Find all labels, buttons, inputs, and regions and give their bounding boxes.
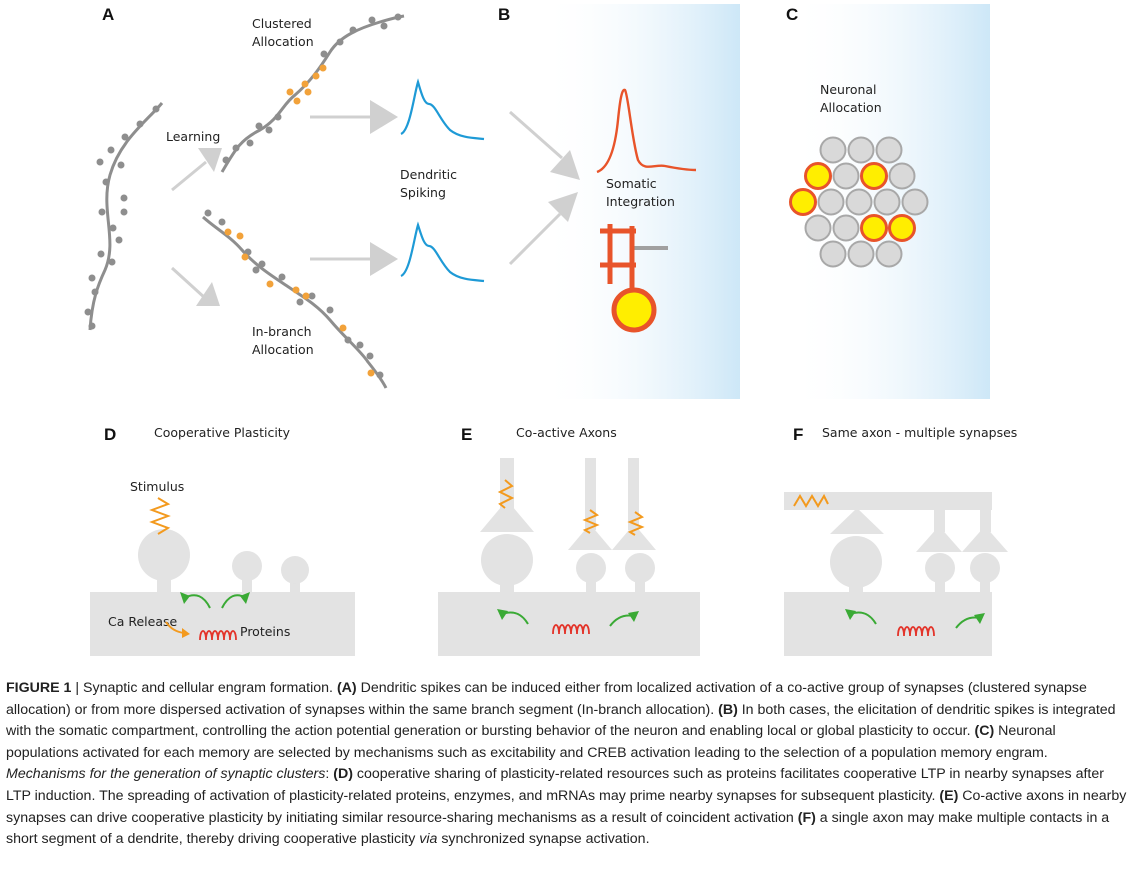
proteins-wave-d — [199, 630, 237, 641]
neuron — [888, 162, 916, 190]
soma — [611, 287, 657, 333]
dendritic-spike-trace-bottom — [400, 221, 485, 283]
proteins-wave-f — [897, 626, 935, 637]
neuron — [832, 162, 860, 190]
neuronal-allocation-line2: Allocation — [820, 100, 882, 115]
caption-mechanisms: Mechanisms for the generation of synapti… — [6, 766, 326, 783]
allocated-neuron — [860, 162, 888, 190]
allocated-neuron — [860, 214, 888, 242]
clustered-dendrite — [220, 13, 405, 173]
neuron — [819, 136, 847, 164]
green-arrowhead-f-left — [845, 609, 856, 620]
green-arrowhead-right — [240, 592, 250, 604]
inbranch-dendrite — [201, 209, 388, 389]
allocated-neuron — [804, 162, 832, 190]
stimulus-zigzag-f — [793, 493, 829, 508]
neuron-population — [789, 136, 929, 268]
allocated-neuron — [888, 214, 916, 242]
integration-arrow-bottom — [508, 192, 578, 266]
stimulus-zigzag-e3 — [627, 511, 645, 536]
neuron — [875, 136, 903, 164]
somatic-integration-line2: Integration — [606, 194, 675, 209]
caption-intro: Synaptic and cellular engram formation. — [83, 680, 337, 696]
caption-label: FIGURE 1 — [6, 680, 72, 696]
caption-end: synchronized synapse activation. — [437, 831, 650, 848]
caption-a-tag: (A) — [336, 680, 357, 696]
dendritic-spike-trace-top — [400, 78, 485, 141]
panel-e-letter: E — [461, 425, 472, 444]
proteins-label: Proteins — [240, 624, 290, 639]
figure-diagram: A Learning — [84, 4, 1017, 656]
neuron — [804, 214, 832, 242]
neuronal-allocation-line1: Neuronal — [820, 82, 877, 97]
panel-a-letter: A — [102, 5, 114, 24]
caption-d-text: cooperative sharing of plasticity-relate… — [6, 766, 1104, 804]
neuron — [901, 188, 929, 216]
caption-f-tag: (F) — [797, 809, 816, 826]
caption-d-tag: (D) — [333, 766, 353, 783]
dendritic-spiking-line2: Spiking — [400, 185, 446, 200]
green-arrowhead-e-left — [497, 609, 508, 620]
panel-f-dendrite — [784, 492, 1008, 656]
allocated-neuron — [789, 188, 817, 216]
learning-arrow-down — [170, 266, 220, 306]
panel-e-title: Co-active Axons — [516, 425, 617, 440]
neuron — [847, 240, 875, 268]
caption-via: via — [419, 831, 438, 848]
green-arrowhead-left — [180, 592, 190, 604]
spike-arrow-top — [310, 100, 398, 134]
caption-e-tag: (E) — [939, 787, 959, 804]
stimulus-label: Stimulus — [130, 479, 184, 494]
neuron — [832, 214, 860, 242]
caption-b-text: In both cases, the elicitation of dendri… — [6, 701, 1116, 740]
somatic-integration-line1: Somatic — [606, 176, 657, 191]
caption-a-text: Dendritic spikes can be induced either f… — [6, 680, 1087, 718]
panel-c-letter: C — [786, 5, 798, 24]
caption-c-text: Neuronal populations activated for each … — [6, 723, 1056, 761]
neuron — [873, 188, 901, 216]
caption-f-text: a single axon may make multiple contacts… — [6, 809, 1110, 848]
caption-c-tag: (C) — [974, 723, 995, 740]
stimulus-zigzag-e1 — [497, 479, 515, 509]
neuron — [847, 136, 875, 164]
neuron — [819, 240, 847, 268]
neuron — [817, 188, 845, 216]
panel-d-letter: D — [104, 425, 116, 444]
caption-sep: | — [71, 680, 84, 696]
green-arrowhead-f-right — [974, 613, 985, 624]
caption-e-text: Co-active axons in nearby synapses can d… — [6, 787, 1127, 826]
caption-mech-colon: : — [325, 766, 334, 783]
inbranch-label-line1: In-branch — [252, 324, 312, 339]
ca-release-arrowhead — [182, 628, 190, 638]
ca-release-label: Ca Release — [108, 614, 178, 629]
neuron — [845, 188, 873, 216]
learning-arrow-up — [171, 148, 222, 192]
stimulus-zigzag — [149, 497, 171, 535]
panel-e-dendrite — [438, 458, 700, 656]
proteins-wave-e — [552, 624, 590, 635]
dendritic-spiking-line1: Dendritic — [400, 167, 457, 182]
caption-b-tag: (B) — [718, 701, 738, 718]
spike-arrow-bottom — [310, 242, 398, 276]
clustered-label-line1: Clustered — [252, 16, 312, 31]
figure-caption: FIGURE 1 | Synaptic and cellular engram … — [6, 678, 1130, 851]
initial-dendrite — [84, 102, 164, 331]
panel-f-title: Same axon - multiple synapses — [822, 425, 1017, 440]
panel-d-dendrite — [90, 529, 355, 656]
neuron — [875, 240, 903, 268]
panel-b-letter: B — [498, 5, 510, 24]
integration-arrow-top — [509, 110, 580, 180]
panel-f-letter: F — [793, 425, 803, 444]
green-arrowhead-e-right — [628, 611, 639, 622]
somatic-spike-trace — [596, 88, 697, 174]
learning-label: Learning — [166, 129, 220, 144]
inbranch-label-line2: Allocation — [252, 342, 314, 357]
stimulus-zigzag-e2 — [582, 509, 600, 534]
neuron-schematic — [600, 224, 668, 333]
clustered-label-line2: Allocation — [252, 34, 314, 49]
panel-d-title: Cooperative Plasticity — [154, 425, 291, 440]
